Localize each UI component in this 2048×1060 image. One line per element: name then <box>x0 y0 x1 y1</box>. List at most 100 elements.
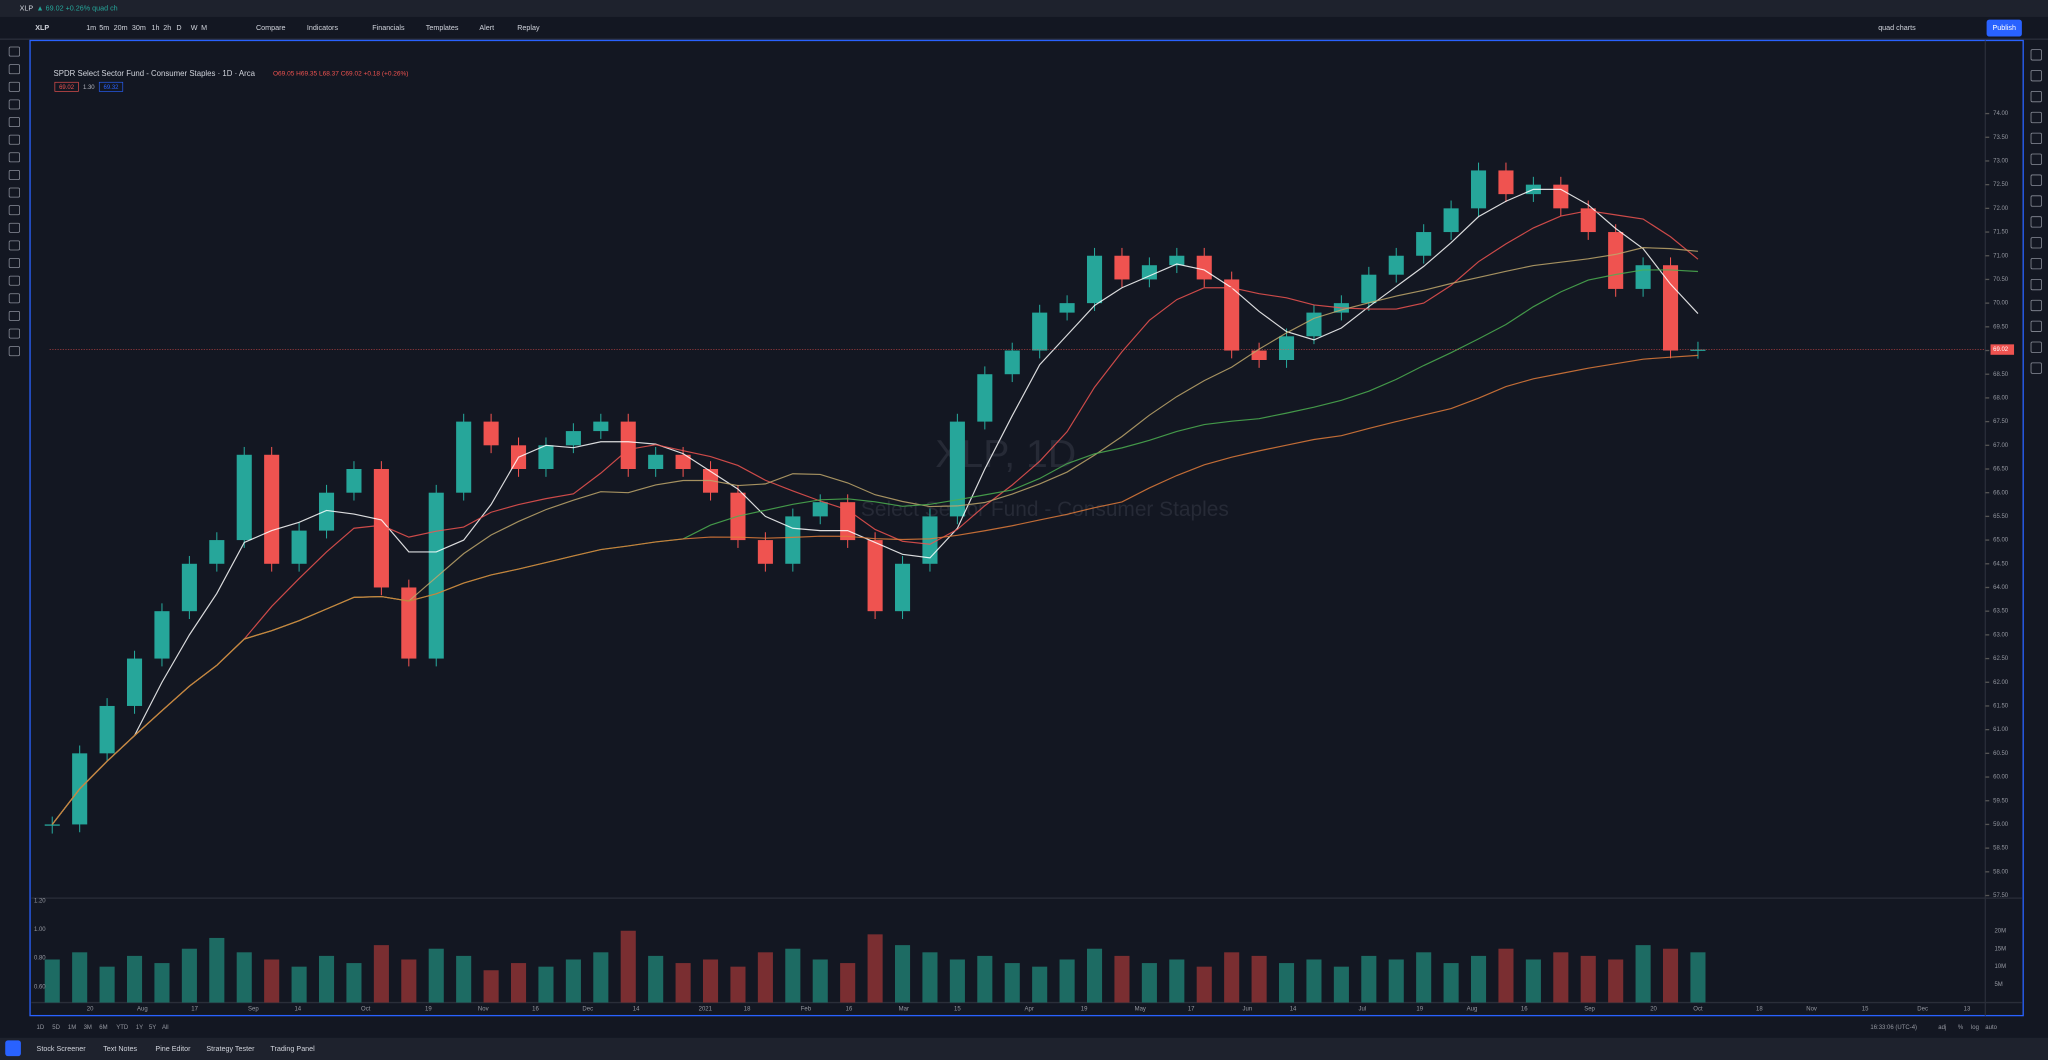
volume-bar <box>1416 952 1432 1003</box>
candle <box>181 563 197 612</box>
tool-icon[interactable] <box>8 81 20 92</box>
time-label: 20 <box>1650 1007 1657 1013</box>
toolbar-button[interactable]: Financials <box>372 24 405 32</box>
tool-icon[interactable] <box>8 99 20 110</box>
range-button[interactable]: 5D <box>52 1025 60 1031</box>
volume-bar <box>757 952 773 1003</box>
tool-icon[interactable] <box>8 64 20 75</box>
tool-icon[interactable] <box>8 46 20 57</box>
interval-button[interactable]: W <box>191 24 198 32</box>
time-label: 18 <box>744 1007 751 1013</box>
symbol-search[interactable]: XLP <box>35 24 49 32</box>
tool-icon[interactable] <box>8 205 20 216</box>
panel-tab[interactable]: Pine Editor <box>155 1045 191 1053</box>
panel-tab[interactable]: Trading Panel <box>270 1045 315 1053</box>
side-icon[interactable] <box>2030 299 2042 312</box>
toolbar-button[interactable]: Alert <box>479 24 494 32</box>
range-button[interactable]: 1M <box>68 1025 76 1031</box>
panel-tab[interactable]: Text Notes <box>103 1045 137 1053</box>
price-label: 72.00 <box>1993 206 2009 212</box>
range-button[interactable]: 6M <box>99 1025 107 1031</box>
time-label: Dec <box>1917 1007 1928 1013</box>
volume-bar <box>236 952 252 1003</box>
side-icon[interactable] <box>2030 90 2042 103</box>
tool-icon[interactable] <box>8 293 20 304</box>
side-icon[interactable] <box>2030 132 2042 144</box>
tool-icon[interactable] <box>8 346 20 357</box>
tab-quote[interactable]: ▲ 69.02 +0.26% quad ch <box>37 4 118 12</box>
toolbar-button[interactable]: Compare <box>256 24 286 32</box>
range-button[interactable]: 3M <box>84 1025 92 1031</box>
side-icon[interactable] <box>2030 341 2042 353</box>
interval-button[interactable]: 1h <box>152 24 160 32</box>
range-button[interactable]: All <box>162 1025 169 1031</box>
side-icon[interactable] <box>2030 258 2042 270</box>
tool-icon[interactable] <box>8 258 20 269</box>
chart-layer: 1m 5m 20m 30m 1h 2h D W M Compare Indicators Financ… <box>8 24 2042 1053</box>
price-label: 68.50 <box>1993 372 2009 378</box>
side-icon[interactable] <box>2030 237 2042 249</box>
tool-icon[interactable] <box>8 134 20 145</box>
tool-icon[interactable] <box>8 117 20 128</box>
tool-icon[interactable] <box>8 187 20 198</box>
volume-bar <box>1196 966 1212 1003</box>
scale-option[interactable]: log <box>1971 1025 1979 1031</box>
tool-icon[interactable] <box>8 240 20 251</box>
side-icon[interactable] <box>2030 49 2042 61</box>
toolbar-button[interactable]: Indicators <box>307 24 339 32</box>
tool-icon[interactable] <box>8 222 20 233</box>
moving-average <box>51 354 1698 825</box>
panel-tab[interactable]: Strategy Tester <box>206 1045 255 1053</box>
volume-bar <box>428 948 444 1003</box>
side-icon[interactable] <box>2030 70 2042 82</box>
tool-icon[interactable] <box>8 169 20 180</box>
scale-option[interactable]: adj <box>1938 1025 1946 1031</box>
interval-button[interactable]: 20m <box>114 24 128 32</box>
range-button[interactable]: 1Y <box>136 1025 143 1031</box>
price-label: 70.50 <box>1993 277 2009 283</box>
volume-bar <box>1443 963 1459 1003</box>
interval-button[interactable]: 2h <box>163 24 171 32</box>
tool-icon[interactable] <box>8 152 20 163</box>
scale-option[interactable]: auto <box>1985 1025 1997 1031</box>
publish-button[interactable] <box>1986 19 2022 37</box>
panel-tab[interactable]: Stock Screener <box>37 1045 87 1053</box>
side-icon[interactable] <box>2030 320 2042 332</box>
volume-bar <box>1361 955 1377 1003</box>
candle <box>1388 255 1404 275</box>
side-icon[interactable] <box>2030 111 2042 124</box>
side-icon[interactable] <box>2030 278 2042 291</box>
publish-label[interactable]: Publish <box>1992 24 2016 32</box>
tab-symbol[interactable]: XLP <box>20 4 34 12</box>
range-button[interactable]: 5Y <box>149 1025 156 1031</box>
candle <box>785 516 801 564</box>
interval-button[interactable]: M <box>201 24 207 32</box>
side-icon[interactable] <box>2030 153 2042 165</box>
volume-bar <box>126 955 143 1003</box>
range-button[interactable]: YTD <box>116 1025 129 1031</box>
scale-option[interactable]: % <box>1958 1025 1964 1031</box>
interval-button[interactable]: 30m <box>132 24 146 32</box>
interval-button[interactable]: 5m <box>99 24 109 32</box>
side-icon[interactable] <box>2030 174 2042 186</box>
tool-icon[interactable] <box>8 328 20 339</box>
price-label: 73.00 <box>1993 159 2009 165</box>
tool-icon[interactable] <box>8 275 20 286</box>
tool-icon[interactable] <box>8 310 20 321</box>
interval-button[interactable]: D <box>176 24 181 32</box>
range-button[interactable]: 1D <box>37 1025 45 1031</box>
volume-bar <box>181 948 197 1003</box>
logo[interactable] <box>5 1040 21 1057</box>
layout-name[interactable]: quad charts <box>1878 24 1916 32</box>
side-icon[interactable] <box>2030 216 2042 228</box>
candle <box>620 421 636 470</box>
candle <box>1004 350 1020 375</box>
toolbar-button[interactable]: Templates <box>426 24 459 32</box>
toolbar-button[interactable]: Replay <box>517 24 540 32</box>
volume-bar <box>1662 948 1679 1003</box>
side-icon[interactable] <box>2030 362 2042 374</box>
side-icon[interactable] <box>2030 195 2042 207</box>
interval-button[interactable]: 1m <box>86 24 96 32</box>
volume-bar <box>510 963 527 1003</box>
